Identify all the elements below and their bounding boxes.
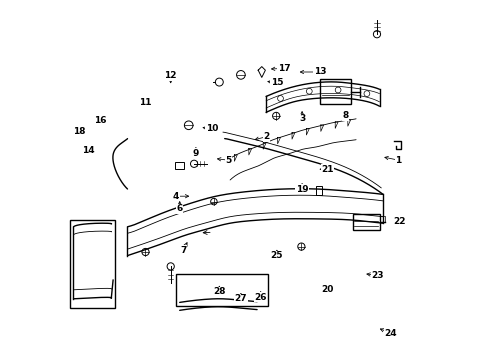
- Text: 7: 7: [180, 246, 186, 255]
- Text: 15: 15: [270, 78, 283, 87]
- Text: 11: 11: [139, 98, 151, 107]
- Text: 22: 22: [392, 217, 405, 226]
- Text: 13: 13: [313, 68, 325, 77]
- Text: 8: 8: [342, 111, 348, 120]
- Text: 28: 28: [213, 287, 225, 296]
- Bar: [320, 79, 350, 104]
- Text: 21: 21: [321, 165, 333, 174]
- Bar: [70, 220, 115, 308]
- Text: 6: 6: [176, 204, 183, 213]
- Text: 23: 23: [371, 271, 383, 280]
- Text: 24: 24: [383, 328, 396, 338]
- Text: 10: 10: [205, 124, 218, 133]
- Text: 9: 9: [192, 149, 199, 158]
- Text: 1: 1: [395, 156, 401, 165]
- Text: 14: 14: [81, 146, 94, 155]
- Text: 2: 2: [263, 132, 269, 141]
- Text: 18: 18: [73, 127, 85, 136]
- Text: 25: 25: [270, 251, 283, 260]
- Text: 26: 26: [254, 292, 266, 302]
- Bar: [176, 274, 267, 306]
- Text: 19: 19: [295, 184, 308, 194]
- Text: 4: 4: [173, 192, 179, 201]
- Text: 20: 20: [321, 285, 333, 294]
- Text: 12: 12: [164, 71, 177, 80]
- Bar: [352, 214, 379, 230]
- Text: 5: 5: [224, 156, 231, 165]
- Text: 3: 3: [298, 114, 305, 123]
- Text: 17: 17: [277, 64, 290, 73]
- Text: 27: 27: [234, 294, 247, 303]
- Text: 16: 16: [94, 116, 106, 125]
